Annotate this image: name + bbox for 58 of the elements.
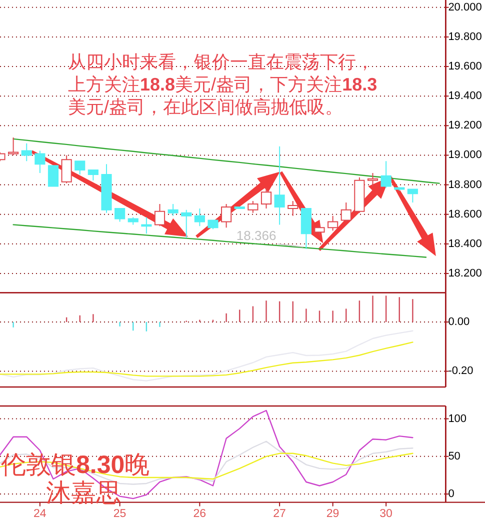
y-tick-label: 18.400 — [448, 238, 482, 250]
candlestick — [208, 220, 218, 230]
annotation: 从四小时来看，银价一直在震荡下行，上方关注18.8美元/盎司，下方关注18.3美元/盎司，在此区间做高抛低吸。 — [68, 52, 378, 117]
y-tick-label: 19.600 — [448, 60, 482, 73]
candlestick — [194, 208, 205, 227]
candlestick — [114, 208, 126, 222]
candlestick — [168, 204, 178, 216]
line-series — [0, 342, 414, 377]
candlestick — [181, 209, 192, 238]
y-tick-label: 0.00 — [448, 316, 470, 328]
y-tick-label: 18.600 — [448, 208, 482, 220]
candlestick — [21, 142, 32, 162]
x-tick-label: 27 — [273, 508, 286, 519]
y-tick-label: 20.000 — [448, 1, 482, 14]
candlestick — [260, 187, 272, 209]
candlestick — [128, 216, 138, 226]
candlestick — [88, 170, 98, 181]
candlestick — [380, 160, 392, 188]
y-tick-label: 100 — [448, 412, 467, 425]
candlestick — [248, 200, 258, 214]
candlestick — [221, 204, 232, 228]
x-tick-label: 26 — [193, 508, 206, 519]
candlestick — [8, 136, 19, 156]
y-tick-label: 18.800 — [448, 178, 482, 191]
candlestick — [74, 160, 86, 175]
candlestick — [354, 176, 365, 214]
y-tick-label: 18.200 — [448, 267, 482, 280]
candlestick — [394, 187, 405, 192]
candlestick — [34, 150, 46, 174]
candlestick — [300, 208, 312, 250]
candlestick — [288, 200, 298, 216]
annotation: 18.366 — [236, 228, 276, 243]
y-tick-label: 50 — [448, 450, 460, 462]
candlestick — [407, 188, 418, 204]
candlestick — [48, 165, 59, 187]
y-tick-label: 0 — [448, 488, 454, 500]
line-series — [0, 330, 414, 382]
candlestick — [61, 154, 72, 184]
candlestick — [141, 216, 152, 234]
candlestick — [154, 204, 166, 227]
y-tick-label: 19.400 — [448, 90, 482, 102]
line-series — [12, 138, 440, 184]
candlestick — [314, 224, 325, 236]
y-tick-label: 19.000 — [448, 149, 482, 162]
candlestick — [328, 215, 338, 232]
x-tick-label: 25 — [113, 508, 126, 519]
y-tick-label: 19.800 — [448, 30, 482, 43]
candlestick — [367, 172, 378, 187]
candlestick — [340, 202, 352, 222]
candlestick — [234, 206, 245, 209]
x-tick-label: 29 — [326, 508, 340, 519]
y-tick-label: 19.200 — [448, 120, 482, 132]
x-tick-label: 24 — [34, 508, 47, 519]
candlestick — [274, 146, 285, 226]
line-series — [12, 224, 427, 258]
x-tick-label: 30 — [380, 508, 392, 519]
y-tick-label: -0.20 — [448, 365, 474, 378]
candlestick — [101, 164, 112, 214]
